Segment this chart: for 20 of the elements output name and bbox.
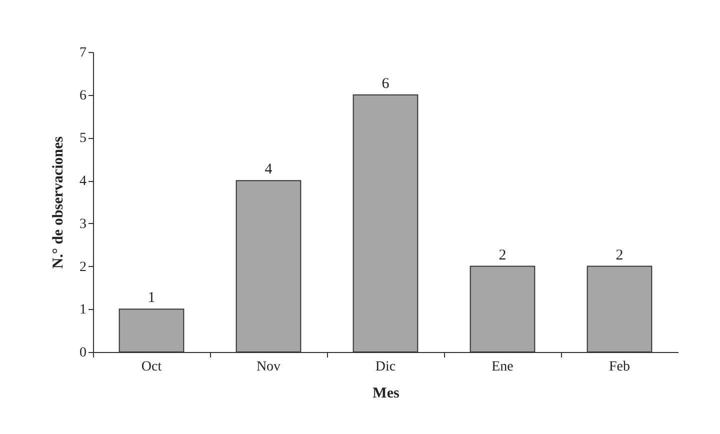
y-tick-label: 4 [80, 174, 86, 190]
y-tick-label: 5 [80, 131, 86, 146]
y-tick-label: 1 [80, 302, 86, 318]
data-label: 4 [264, 162, 273, 178]
data-label: 1 [148, 290, 156, 306]
y-tick-label: 7 [80, 46, 86, 60]
y-tick-label: 0 [80, 346, 86, 360]
y-tick-label: 2 [80, 260, 86, 275]
x-tick-label: Feb [609, 360, 630, 374]
x-tick-label: Ene [492, 360, 514, 374]
y-tick-label: 3 [80, 216, 86, 232]
data-label: 2 [498, 247, 506, 264]
x-tick-label: Nov [256, 360, 281, 374]
x-tick-label: Dic [375, 360, 396, 374]
data-label: 2 [616, 247, 624, 264]
x-tick-label: Oct [141, 360, 162, 374]
y-tick-label: 6 [80, 88, 86, 104]
data-label: 6 [382, 76, 390, 92]
x-axis-title: Mes [372, 386, 400, 402]
y-axis-title: N.° de observaciones [50, 136, 66, 269]
